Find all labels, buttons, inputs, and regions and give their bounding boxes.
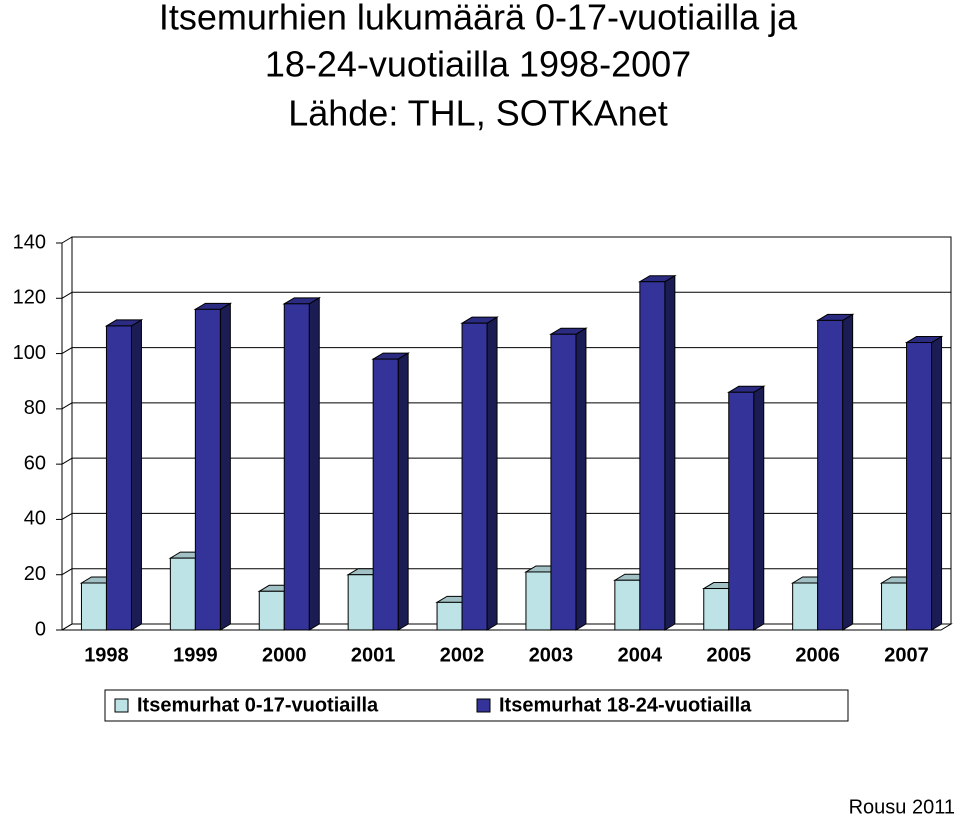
bar: [169, 557, 196, 631]
bar: [525, 571, 552, 631]
bar: [614, 579, 641, 631]
bar-side: [397, 352, 409, 631]
chart-subtitle: Lähde: THL, SOTKAnet: [288, 93, 668, 134]
bar: [283, 303, 310, 631]
x-tick-label: 2007: [884, 644, 929, 666]
legend-swatch: [114, 698, 129, 713]
bar: [703, 588, 730, 631]
chart-title: Itsemurhien lukumäärä 0-17-vuotiailla ja: [159, 0, 798, 38]
bar-side: [931, 335, 943, 631]
bar: [372, 358, 399, 631]
annotation: Rousu 2011: [849, 796, 955, 818]
x-tick-label: 2001: [351, 644, 396, 666]
bar-side: [486, 316, 498, 631]
y-tick-label: 40: [24, 508, 46, 530]
bar-side: [219, 302, 231, 631]
legend-label: Itsemurhat 18-24-vuotiailla: [499, 694, 752, 716]
bar: [639, 281, 666, 631]
bar: [347, 574, 374, 631]
y-tick-label: 60: [24, 452, 46, 474]
chart-title: 18-24-vuotiailla 1998-2007: [265, 44, 691, 85]
grid-line: [61, 402, 73, 410]
bar: [881, 582, 908, 631]
x-tick-label: 2000: [262, 644, 307, 666]
x-tick-label: 1998: [84, 644, 129, 666]
bar: [194, 308, 221, 631]
bar-side: [842, 313, 854, 631]
y-tick-label: 140: [13, 231, 46, 253]
grid-line: [61, 291, 73, 299]
bar: [258, 590, 285, 631]
grid-line: [61, 623, 73, 631]
bar: [436, 601, 463, 631]
grid-line: [61, 457, 73, 465]
x-tick-label: 1999: [173, 644, 218, 666]
grid-line: [61, 347, 73, 355]
bar-side: [130, 319, 142, 631]
x-tick-label: 2006: [795, 644, 840, 666]
bar-side: [753, 385, 765, 631]
legend-label: Itsemurhat 0-17-vuotiailla: [137, 694, 379, 716]
bar: [817, 319, 844, 631]
y-tick-label: 0: [35, 618, 46, 640]
bar-side: [664, 274, 676, 631]
legend-swatch: [476, 698, 491, 713]
bar-side: [308, 296, 320, 631]
bar: [105, 325, 132, 631]
y-tick-label: 100: [13, 342, 46, 364]
grid-line: [61, 512, 73, 520]
bar: [728, 391, 755, 631]
bar: [792, 582, 819, 631]
y-tick-label: 20: [24, 563, 46, 585]
x-tick-label: 2005: [707, 644, 752, 666]
bar: [461, 322, 488, 631]
x-tick-label: 2002: [440, 644, 485, 666]
bar: [550, 333, 577, 631]
bar-side: [575, 327, 587, 631]
grid-line: [61, 236, 73, 244]
y-tick-label: 80: [24, 397, 46, 419]
x-tick-label: 2004: [618, 644, 663, 666]
bar: [906, 342, 933, 631]
y-tick-label: 120: [13, 287, 46, 309]
bar: [80, 582, 107, 631]
x-tick-label: 2003: [529, 644, 574, 666]
grid-line: [61, 568, 73, 576]
